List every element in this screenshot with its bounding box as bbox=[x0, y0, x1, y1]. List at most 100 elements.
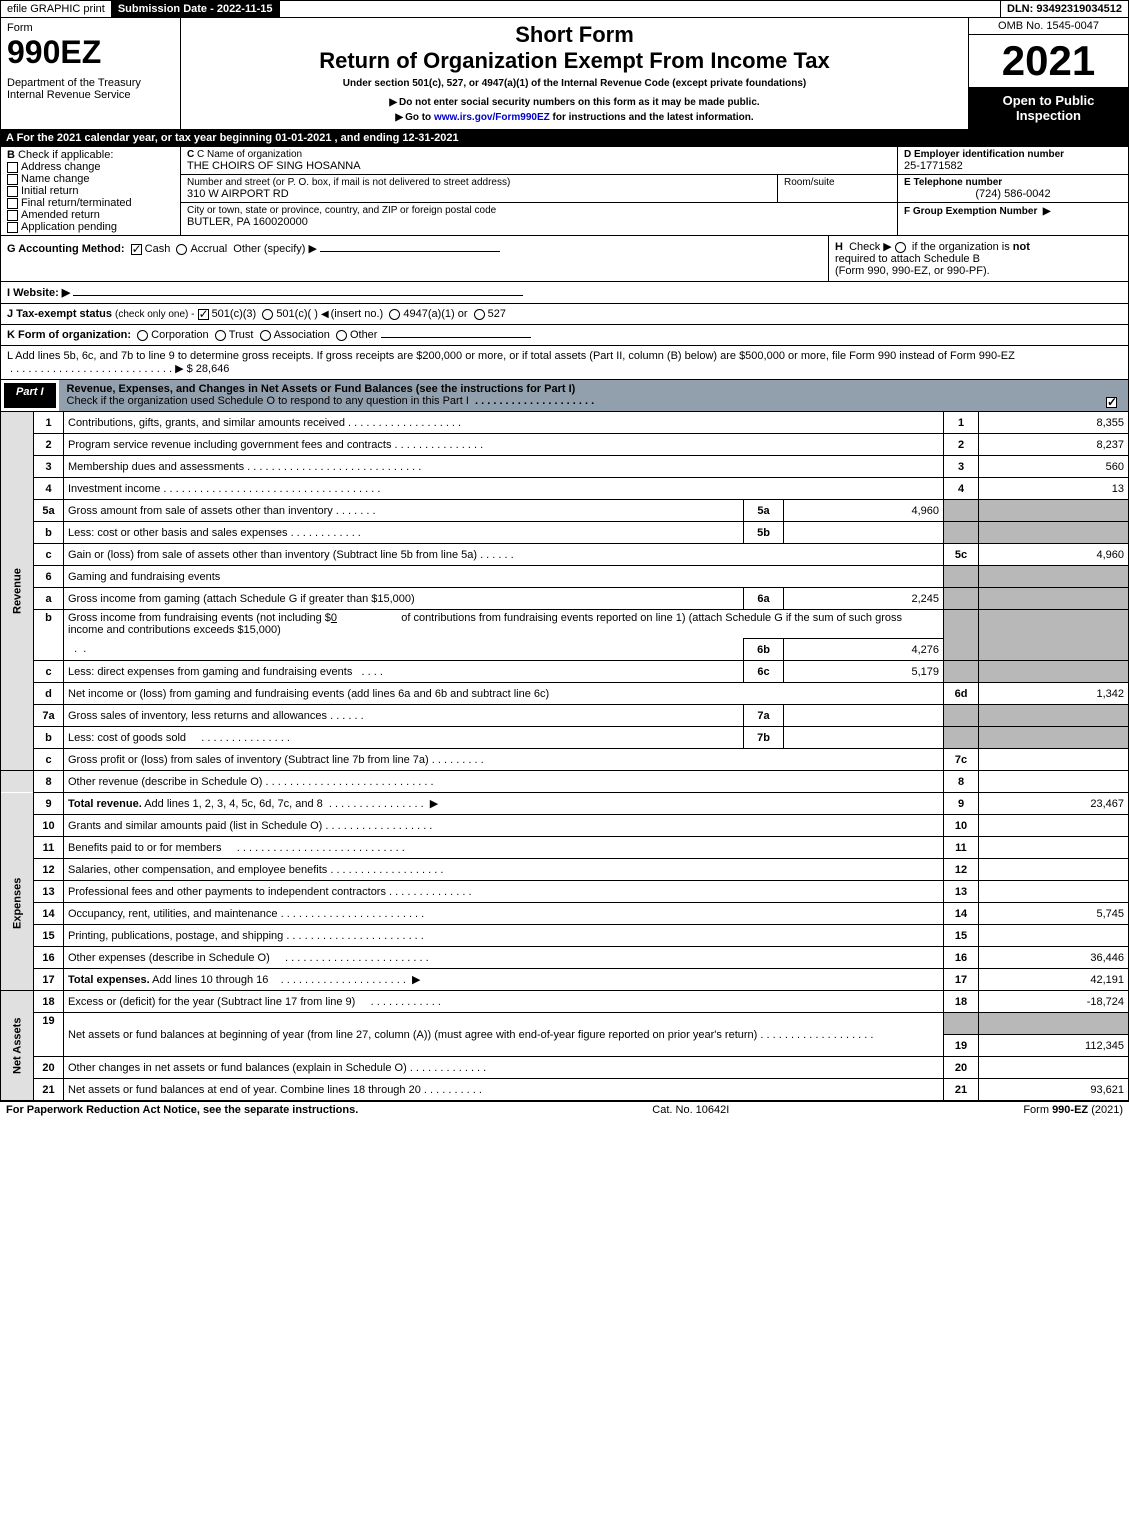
line-4-amount: 13 bbox=[979, 478, 1129, 500]
main-title: Return of Organization Exempt From Incom… bbox=[187, 48, 962, 74]
chk-h[interactable] bbox=[895, 242, 906, 253]
line-6d-text: Net income or (loss) from gaming and fun… bbox=[64, 683, 944, 705]
line-6c-subamount: 5,179 bbox=[784, 661, 944, 683]
line-13-text: Professional fees and other payments to … bbox=[68, 886, 386, 898]
line-4-text: Investment income bbox=[68, 483, 160, 495]
part1-tab: Part I bbox=[3, 382, 57, 409]
chk-cash[interactable] bbox=[131, 244, 142, 255]
f-group-label: F Group Exemption Number ▶ bbox=[904, 206, 1051, 217]
accrual-label: Accrual bbox=[190, 243, 227, 255]
website-field[interactable] bbox=[73, 295, 523, 296]
line-9-amount: 23,467 bbox=[979, 793, 1129, 815]
line-5c-amount: 4,960 bbox=[979, 544, 1129, 566]
gh-row: G Accounting Method: Cash Accrual Other … bbox=[0, 236, 1129, 282]
line-16-text: Other expenses (describe in Schedule O) bbox=[68, 952, 270, 964]
chk-amended[interactable]: Amended return bbox=[7, 209, 174, 221]
line-6b-text: Gross income from fundraising events (no… bbox=[64, 610, 944, 639]
city-state-zip: BUTLER, PA 160020000 bbox=[187, 216, 891, 228]
line-1-amount: 8,355 bbox=[979, 412, 1129, 434]
line-1-text: Contributions, gifts, grants, and simila… bbox=[68, 417, 345, 429]
irs-url[interactable]: www.irs.gov/Form990EZ bbox=[434, 112, 550, 123]
tax-year: 2021 bbox=[969, 35, 1128, 87]
dept-treasury: Department of the Treasury bbox=[7, 77, 174, 89]
phone-value: (724) 586-0042 bbox=[904, 188, 1122, 200]
j-row: J Tax-exempt status (check only one) - 5… bbox=[0, 304, 1129, 325]
l-row: L Add lines 5b, 6c, and 7b to line 9 to … bbox=[0, 346, 1129, 380]
netassets-tab: Net Assets bbox=[1, 991, 34, 1101]
cat-no: Cat. No. 10642I bbox=[358, 1104, 1023, 1116]
open-to-public: Open to Public Inspection bbox=[969, 87, 1128, 129]
line-1-num: 1 bbox=[34, 412, 64, 434]
expenses-tab: Expenses bbox=[1, 815, 34, 991]
j-sub: (check only one) - bbox=[115, 309, 194, 320]
form-ref: Form 990-EZ (2021) bbox=[1023, 1104, 1123, 1116]
h-block: H Check ▶ if the organization is not req… bbox=[828, 236, 1128, 281]
line-7a-text: Gross sales of inventory, less returns a… bbox=[68, 710, 327, 722]
omb-number: OMB No. 1545-0047 bbox=[969, 18, 1128, 35]
line-6b-subamount: 4,276 bbox=[784, 639, 944, 661]
chk-initial[interactable]: Initial return bbox=[7, 185, 174, 197]
line-2-text: Program service revenue including govern… bbox=[68, 439, 391, 451]
line-5a-subamount: 4,960 bbox=[784, 500, 944, 522]
revenue-tab: Revenue bbox=[1, 412, 34, 771]
ssn-warning: Do not enter social security numbers on … bbox=[187, 97, 962, 108]
line-11-text: Benefits paid to or for members bbox=[68, 842, 221, 854]
page-footer: For Paperwork Reduction Act Notice, see … bbox=[0, 1101, 1129, 1118]
line-5c-text: Gain or (loss) from sale of assets other… bbox=[68, 549, 477, 561]
l-amount: $ 28,646 bbox=[187, 363, 230, 375]
chk-name[interactable]: Name change bbox=[7, 173, 174, 185]
chk-accrual[interactable] bbox=[176, 244, 187, 255]
chk-other-org[interactable] bbox=[336, 330, 347, 341]
line-2-amount: 8,237 bbox=[979, 434, 1129, 456]
g-label: G Accounting Method: bbox=[7, 243, 125, 255]
part1-title: Revenue, Expenses, and Changes in Net As… bbox=[59, 380, 1128, 411]
chk-final[interactable]: Final return/terminated bbox=[7, 197, 174, 209]
d-ein-label: D Employer identification number bbox=[904, 149, 1122, 160]
c-name-label: C C Name of organization bbox=[187, 149, 891, 160]
line-8-text: Other revenue (describe in Schedule O) bbox=[68, 776, 262, 788]
line-18-text: Excess or (deficit) for the year (Subtra… bbox=[68, 996, 355, 1008]
line-19-amount: 112,345 bbox=[979, 1035, 1129, 1057]
line-12-text: Salaries, other compensation, and employ… bbox=[68, 864, 327, 876]
line-14-text: Occupancy, rent, utilities, and maintena… bbox=[68, 908, 278, 920]
chk-pending[interactable]: Application pending bbox=[7, 221, 174, 233]
goto-link[interactable]: Go to www.irs.gov/Form990EZ for instruct… bbox=[187, 112, 962, 123]
line-21-amount: 93,621 bbox=[979, 1079, 1129, 1101]
street-address: 310 W AIRPORT RD bbox=[187, 188, 771, 200]
j-label: J Tax-exempt status bbox=[7, 308, 112, 320]
i-row: I Website: ▶ bbox=[0, 282, 1129, 304]
line-6d-amount: 1,342 bbox=[979, 683, 1129, 705]
chk-corp[interactable] bbox=[137, 330, 148, 341]
i-website-label: I Website: ▶ bbox=[7, 287, 70, 299]
chk-trust[interactable] bbox=[215, 330, 226, 341]
bcd-row: B Check if applicable: Address change Na… bbox=[0, 147, 1129, 236]
chk-527[interactable] bbox=[474, 309, 485, 320]
line-5b-text: Less: cost or other basis and sales expe… bbox=[68, 527, 288, 539]
line-20-text: Other changes in net assets or fund bala… bbox=[68, 1062, 407, 1074]
line-6c-text: Less: direct expenses from gaming and fu… bbox=[68, 666, 352, 678]
line-19-text: Net assets or fund balances at beginning… bbox=[68, 1029, 757, 1041]
chk-assoc[interactable] bbox=[260, 330, 271, 341]
line-3-text: Membership dues and assessments bbox=[68, 461, 244, 473]
org-name: THE CHOIRS OF SING HOSANNA bbox=[187, 160, 891, 172]
ein-value: 25-1771582 bbox=[904, 160, 1122, 172]
paperwork-notice: For Paperwork Reduction Act Notice, see … bbox=[6, 1104, 358, 1116]
chk-501c3[interactable] bbox=[198, 309, 209, 320]
top-bar: efile GRAPHIC print Submission Date - 20… bbox=[0, 0, 1129, 18]
line-7b-text: Less: cost of goods sold bbox=[68, 732, 186, 744]
form-header: Form 990EZ Department of the Treasury In… bbox=[0, 18, 1129, 130]
subtitle: Under section 501(c), 527, or 4947(a)(1)… bbox=[187, 78, 962, 89]
line-18-amount: -18,724 bbox=[979, 991, 1129, 1013]
efile-print[interactable]: efile GRAPHIC print bbox=[1, 1, 112, 17]
line-16-amount: 36,446 bbox=[979, 947, 1129, 969]
cash-label: Cash bbox=[145, 243, 171, 255]
e-phone-label: E Telephone number bbox=[904, 177, 1122, 188]
chk-4947[interactable] bbox=[389, 309, 400, 320]
chk-schedule-o[interactable] bbox=[1106, 397, 1117, 408]
chk-address[interactable]: Address change bbox=[7, 161, 174, 173]
short-form-title: Short Form bbox=[187, 22, 962, 48]
line-14-amount: 5,745 bbox=[979, 903, 1129, 925]
submission-date: Submission Date - 2022-11-15 bbox=[112, 1, 280, 17]
chk-501c[interactable] bbox=[262, 309, 273, 320]
line-5a-text: Gross amount from sale of assets other t… bbox=[68, 505, 333, 517]
